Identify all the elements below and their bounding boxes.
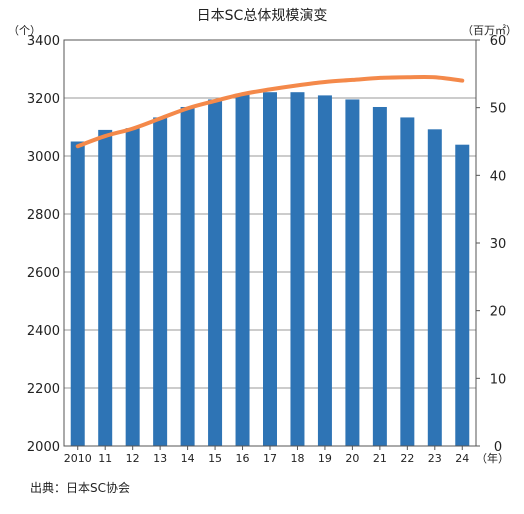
source-note: 出典：日本SC协会 [30, 480, 130, 495]
x-tick-label: 19 [318, 452, 332, 465]
right-tick-label: 60 [490, 34, 507, 49]
x-tick-label: 21 [373, 452, 387, 465]
left-tick-label: 3400 [27, 34, 60, 49]
bar-16 [235, 94, 250, 446]
x-tick-label: 12 [126, 452, 140, 465]
x-tick-label: 17 [263, 452, 277, 465]
left-tick-label: 3200 [27, 92, 60, 107]
x-tick-label: 22 [400, 452, 414, 465]
x-tick-label: 11 [98, 452, 112, 465]
left-tick-label: 3000 [27, 150, 60, 165]
bar-12 [125, 128, 140, 446]
x-tick-label: 2010 [64, 452, 92, 465]
left-axis-ticks: 2000 2200 2400 2600 2800 3000 3200 3400 [27, 34, 60, 455]
bar-2010 [70, 141, 85, 446]
right-tick-label: 30 [490, 237, 507, 252]
right-tick-label: 0 [494, 440, 502, 455]
bar-15 [208, 99, 223, 446]
right-tick-label: 10 [490, 372, 507, 387]
bar-14 [180, 106, 195, 447]
bar-13 [153, 117, 168, 447]
x-tick-label: 23 [428, 452, 442, 465]
left-tick-label: 2800 [27, 208, 60, 223]
bar-17 [263, 92, 277, 446]
bar-22 [400, 117, 415, 447]
bar-21 [372, 106, 387, 447]
left-tick-label: 2000 [27, 440, 60, 455]
chart-title: 日本SC总体规模演变 [197, 8, 328, 24]
bar-20 [345, 99, 360, 446]
left-tick-label: 2400 [27, 324, 60, 339]
x-tick-label: 14 [181, 452, 195, 465]
x-tick-label: 20 [345, 452, 359, 465]
line-series [75, 74, 465, 149]
right-tick-label: 20 [490, 305, 507, 320]
bar-series [70, 92, 470, 447]
bar-19 [317, 95, 332, 446]
left-tick-label: 2200 [27, 382, 60, 397]
x-tick-label: 18 [290, 452, 304, 465]
x-tick-label: 24 [455, 452, 469, 465]
x-tick-label: 13 [153, 452, 167, 465]
right-axis-ticks: 0 10 20 30 40 50 60 [476, 34, 506, 455]
x-tick-label: 16 [236, 452, 250, 465]
bar-18 [290, 92, 305, 446]
left-axis-unit: （个） [8, 24, 41, 37]
right-tick-label: 40 [490, 169, 507, 184]
bar-11 [98, 129, 113, 446]
right-axis-unit: （百万㎡） [462, 24, 517, 37]
bar-23 [427, 129, 442, 446]
bar-24 [455, 144, 470, 446]
x-axis-unit: （年） [476, 451, 509, 465]
left-tick-label: 2600 [27, 266, 60, 281]
x-axis-ticks: 2010 11 12 13 14 15 16 17 18 19 20 21 22 23 24 [64, 446, 469, 465]
x-tick-label: 15 [208, 452, 222, 465]
right-tick-label: 50 [490, 102, 507, 117]
